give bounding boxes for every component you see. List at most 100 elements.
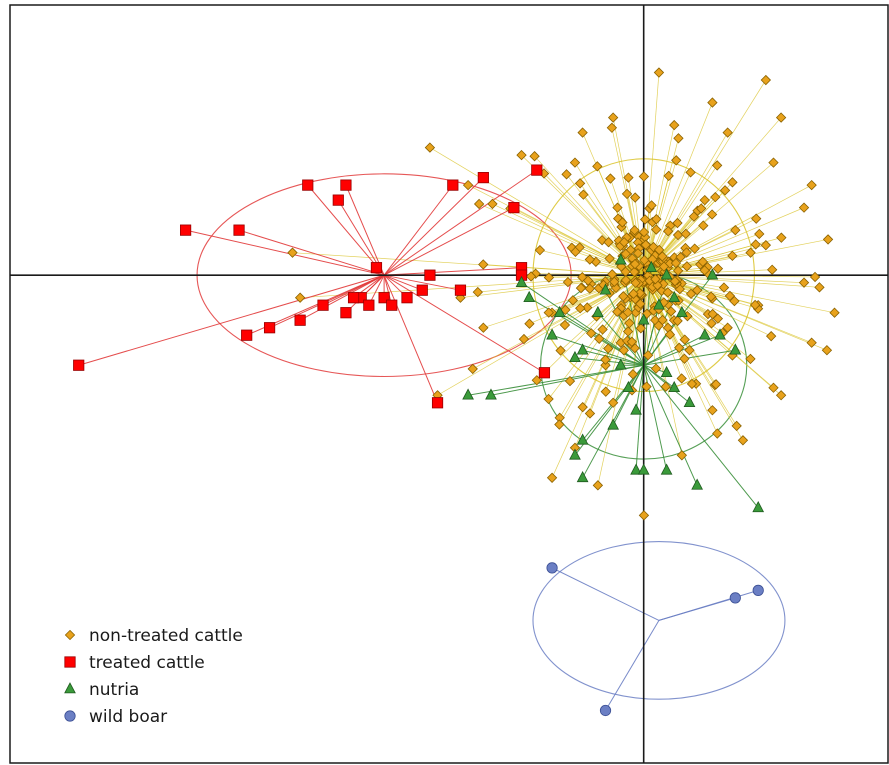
point-diamond xyxy=(554,419,565,430)
point-diamond xyxy=(620,248,631,260)
point-diamond xyxy=(600,360,611,371)
point-diamond xyxy=(806,337,817,348)
point-diamond xyxy=(679,334,690,345)
legend-label: non-treated cattle xyxy=(89,626,243,646)
point-diamond xyxy=(673,133,684,144)
point-triangle xyxy=(637,313,650,325)
spider-line xyxy=(299,274,385,321)
point-diamond xyxy=(657,251,668,262)
point-diamond xyxy=(635,323,646,334)
point-diamond xyxy=(560,304,571,316)
point-diamond xyxy=(727,177,738,188)
point-triangle xyxy=(630,403,642,415)
spider-line xyxy=(551,567,660,621)
point-diamond xyxy=(730,224,741,236)
point-square xyxy=(416,284,428,296)
point-triangle xyxy=(614,253,627,265)
spider-line xyxy=(383,274,439,403)
point-diamond xyxy=(575,282,587,294)
point-square xyxy=(233,224,245,236)
spider-line xyxy=(643,349,736,366)
point-diamond xyxy=(594,333,605,344)
spider-line xyxy=(643,275,667,387)
point-triangle xyxy=(569,350,581,363)
spider-line xyxy=(383,169,538,276)
point-diamond xyxy=(641,381,652,392)
spider-line xyxy=(307,184,385,276)
spider-line xyxy=(536,274,644,381)
spider-line xyxy=(658,589,759,621)
point-square xyxy=(447,179,459,191)
point-diamond xyxy=(582,302,593,313)
point-diamond xyxy=(635,298,646,310)
point-triangle xyxy=(714,328,726,340)
point-diamond xyxy=(478,322,489,333)
point-diamond xyxy=(600,354,611,365)
point-diamond xyxy=(600,386,611,397)
spider-line xyxy=(468,364,644,396)
point-triangle xyxy=(576,343,589,355)
point-diamond xyxy=(638,510,650,521)
point-diamond xyxy=(607,397,619,408)
point-diamond xyxy=(555,345,566,356)
point-diamond xyxy=(639,254,650,266)
point-diamond xyxy=(670,257,682,269)
point-diamond xyxy=(689,243,700,254)
point-diamond xyxy=(467,363,478,375)
spider-line xyxy=(643,365,698,486)
legend-marker-square xyxy=(64,656,76,668)
point-diamond xyxy=(569,157,581,168)
point-triangle xyxy=(668,290,681,302)
legend: non-treated cattle treated cattle nutria… xyxy=(64,626,243,727)
spider-line xyxy=(551,334,644,366)
point-diamond xyxy=(798,202,810,213)
point-diamond xyxy=(567,295,579,306)
point-diamond xyxy=(641,308,653,319)
point-diamond xyxy=(618,237,630,248)
point-triangle xyxy=(592,305,604,318)
spider-line xyxy=(643,275,713,411)
point-diamond xyxy=(751,213,762,224)
point-diamond xyxy=(562,276,574,288)
spider-line xyxy=(383,184,454,276)
point-diamond xyxy=(675,251,686,263)
point-diamond xyxy=(584,283,595,294)
point-square xyxy=(424,269,436,281)
spider-line xyxy=(643,261,703,276)
spider-line xyxy=(383,207,515,276)
legend-marker-square xyxy=(64,656,76,668)
point-circle xyxy=(729,592,741,604)
point-diamond xyxy=(681,261,693,272)
point-diamond xyxy=(531,375,542,386)
spider-line xyxy=(643,275,683,379)
point-diamond xyxy=(671,155,682,166)
point-diamond xyxy=(622,307,633,318)
point-diamond xyxy=(638,226,650,238)
point-triangle xyxy=(607,418,620,430)
point-diamond xyxy=(650,363,662,374)
point-diamond xyxy=(745,353,756,365)
point-diamond xyxy=(684,345,695,356)
point-diamond xyxy=(710,191,721,203)
point-diamond xyxy=(750,299,761,311)
point-diamond xyxy=(607,112,619,123)
legend-item-nutria: nutria xyxy=(64,680,139,700)
point-triangle xyxy=(675,305,688,318)
point-diamond xyxy=(651,224,662,235)
point-diamond xyxy=(612,202,623,213)
point-diamond xyxy=(691,285,703,296)
point-triangle xyxy=(706,268,719,280)
point-diamond xyxy=(660,381,671,392)
point-diamond xyxy=(707,405,718,416)
point-triangle xyxy=(752,500,765,513)
point-diamond xyxy=(798,277,810,288)
point-diamond xyxy=(487,198,498,210)
point-square xyxy=(431,397,444,409)
point-diamond xyxy=(638,171,650,182)
point-diamond xyxy=(294,292,306,303)
point-diamond xyxy=(775,112,787,123)
spider-line xyxy=(605,289,645,366)
point-diamond xyxy=(760,74,772,86)
legend-label: nutria xyxy=(89,680,139,700)
point-diamond xyxy=(672,217,683,229)
